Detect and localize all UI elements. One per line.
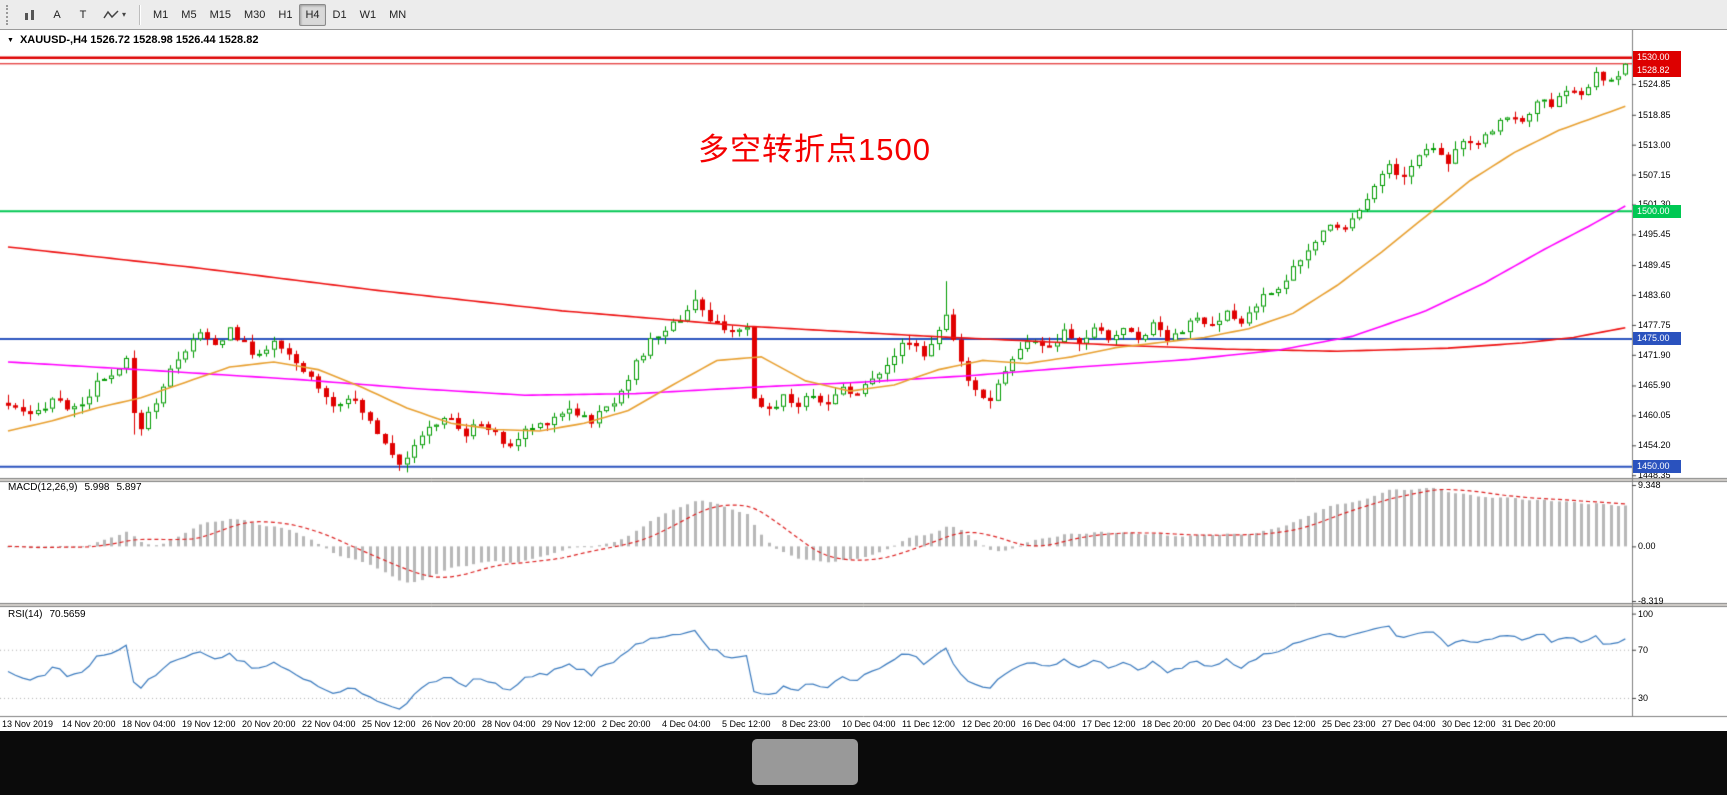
timeframe-button-h4[interactable]: H4 (299, 3, 326, 26)
timeframe-button-h1[interactable]: H1 (272, 4, 298, 26)
taskbar-widget[interactable] (752, 739, 858, 785)
timeframe-button-m30[interactable]: M30 (238, 4, 271, 26)
timeframe-button-m15[interactable]: M15 (204, 4, 237, 26)
taskbar (0, 731, 1727, 795)
text-tool-button[interactable]: A (45, 4, 69, 26)
timeframe-button-w1[interactable]: W1 (354, 4, 383, 26)
chart-area: ▼ XAUUSD-,H4 1526.72 1528.98 1526.44 152… (0, 30, 1727, 731)
timeframe-button-m1[interactable]: M1 (147, 4, 174, 26)
chart-tool-button[interactable] (17, 4, 43, 26)
timeframe-button-group: M1 M5 M15 M30 H1 H4 D1 W1 MN (147, 3, 412, 26)
bar-chart-icon (25, 9, 34, 20)
frame-tool-button[interactable]: T (71, 4, 95, 26)
timeframe-button-m5[interactable]: M5 (175, 4, 202, 26)
toolbar-separator (139, 4, 141, 25)
timeframe-button-mn[interactable]: MN (383, 4, 412, 26)
toolbar: A T ▾ M1 M5 M15 M30 H1 H4 D1 W1 MN (0, 0, 1727, 30)
timeframe-button-d1[interactable]: D1 (327, 4, 353, 26)
price-chart-canvas[interactable] (0, 30, 1727, 731)
zigzag-line-icon (103, 9, 119, 18)
toolbar-grip[interactable] (6, 4, 12, 25)
chevron-down-icon: ▾ (122, 10, 127, 19)
shapes-dropdown-button[interactable]: ▾ (97, 4, 132, 26)
